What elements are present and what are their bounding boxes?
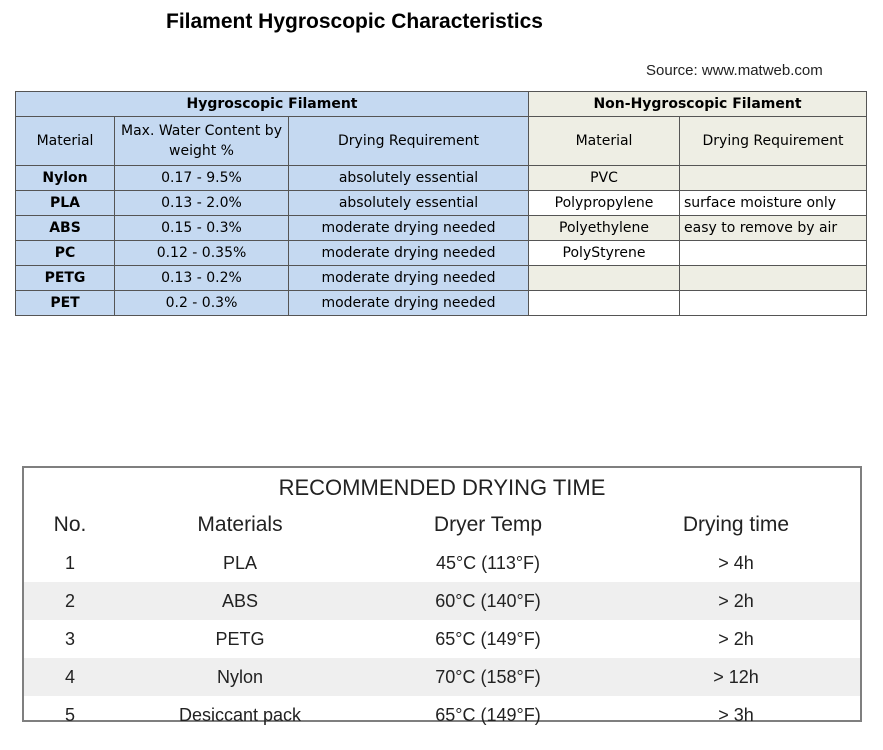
nh-material-cell: PVC — [528, 165, 680, 191]
table-row: PETG 0.13 - 0.2% moderate drying needed — [15, 265, 867, 291]
nh-material-cell: Polyethylene — [528, 215, 680, 241]
column-header-drying: Drying Requirement — [288, 116, 529, 166]
nh-drying-cell — [679, 165, 867, 191]
column-header-dryer-temp: Dryer Temp — [433, 513, 543, 536]
table-row: 3 PETG 65°C (149°F) > 2h — [24, 620, 860, 658]
material-name: PETG — [215, 628, 265, 649]
hygroscopic-table: Hygroscopic Filament Non-Hygroscopic Fil… — [15, 91, 867, 316]
drying-time: > 2h — [612, 582, 860, 620]
table-row: PLA 0.13 - 2.0% absolutely essential Pol… — [15, 190, 867, 216]
material-cell: ABS — [15, 215, 115, 241]
dryer-temp: 45°C (113°F) — [435, 552, 541, 573]
table-row: 2 ABS 60°C (140°F) > 2h — [24, 582, 860, 620]
row-number: 4 — [24, 658, 116, 696]
dryer-temp: 65°C (149°F) — [435, 704, 541, 725]
table-row: 4 Nylon 70°C (158°F) > 12h — [24, 658, 860, 696]
column-header-material: Material — [15, 116, 115, 166]
dryer-temp: 60°C (140°F) — [364, 582, 612, 620]
material-cell: PETG — [15, 265, 115, 291]
drying-time: > 12h — [612, 658, 860, 696]
drying-time-title: RECOMMENDED DRYING TIME — [24, 468, 860, 506]
drying-requirement-cell: moderate drying needed — [288, 215, 529, 241]
water-content-cell: 0.12 - 0.35% — [114, 240, 289, 266]
nh-material-cell — [528, 290, 680, 316]
nh-drying-cell — [679, 265, 867, 291]
drying-time-table: No. Materials Dryer Temp Drying time 1 P… — [24, 506, 860, 734]
material-name: Nylon — [116, 658, 364, 696]
row-number: 1 — [64, 552, 75, 573]
nh-drying-cell — [679, 240, 867, 266]
page-title: Filament Hygroscopic Characteristics — [166, 10, 543, 33]
source-note: Source: www.matweb.com — [646, 62, 823, 79]
row-number: 3 — [64, 628, 75, 649]
material-name: PLA — [222, 552, 258, 573]
column-header-nh-material: Material — [528, 116, 680, 166]
material-name: Desiccant pack — [178, 704, 302, 725]
nh-drying-cell: surface moisture only — [679, 190, 867, 216]
row-number: 5 — [64, 704, 75, 725]
nh-drying-cell — [679, 290, 867, 316]
dryer-temp: 70°C (158°F) — [364, 658, 612, 696]
column-header-max-water: Max. Water Content by weight % — [114, 116, 289, 166]
drying-header-row: No. Materials Dryer Temp Drying time — [24, 506, 860, 544]
nh-drying-cell: easy to remove by air — [679, 215, 867, 241]
column-header-nh-drying: Drying Requirement — [679, 116, 867, 166]
water-content-cell: 0.2 - 0.3% — [114, 290, 289, 316]
material-name: ABS — [116, 582, 364, 620]
drying-requirement-cell: moderate drying needed — [288, 240, 529, 266]
column-header-materials: Materials — [197, 513, 283, 536]
non-hygroscopic-group-label: Non-Hygroscopic Filament — [528, 91, 867, 117]
table-header-row: Material Max. Water Content by weight % … — [15, 116, 867, 166]
table-row: ABS 0.15 - 0.3% moderate drying needed P… — [15, 215, 867, 241]
material-cell: PC — [15, 240, 115, 266]
material-cell: Nylon — [15, 165, 115, 191]
water-content-cell: 0.15 - 0.3% — [114, 215, 289, 241]
nh-material-cell: PolyStyrene — [528, 240, 680, 266]
drying-time: > 3h — [718, 704, 754, 725]
table-row: 1 PLA 45°C (113°F) > 4h — [24, 544, 860, 582]
column-header-no: No. — [53, 513, 87, 536]
table-row: PET 0.2 - 0.3% moderate drying needed — [15, 290, 867, 316]
drying-time-panel: RECOMMENDED DRYING TIME No. Materials Dr… — [22, 466, 862, 725]
drying-time: > 4h — [718, 552, 754, 573]
nh-material-cell: Polypropylene — [528, 190, 680, 216]
hygroscopic-group-label: Hygroscopic Filament — [15, 91, 529, 117]
water-content-cell: 0.13 - 2.0% — [114, 190, 289, 216]
water-content-cell: 0.17 - 9.5% — [114, 165, 289, 191]
nh-material-cell — [528, 265, 680, 291]
water-content-cell: 0.13 - 0.2% — [114, 265, 289, 291]
drying-requirement-cell: absolutely essential — [288, 190, 529, 216]
table-row: Nylon 0.17 - 9.5% absolutely essential P… — [15, 165, 867, 191]
drying-time: > 2h — [718, 628, 754, 649]
drying-requirement-cell: moderate drying needed — [288, 265, 529, 291]
drying-requirement-cell: moderate drying needed — [288, 290, 529, 316]
dryer-temp: 65°C (149°F) — [435, 628, 541, 649]
material-cell: PLA — [15, 190, 115, 216]
row-number: 2 — [24, 582, 116, 620]
material-cell: PET — [15, 290, 115, 316]
drying-requirement-cell: absolutely essential — [288, 165, 529, 191]
table-row: 5 Desiccant pack 65°C (149°F) > 3h — [24, 696, 860, 734]
column-header-drying-time: Drying time — [682, 513, 790, 536]
table-row: PC 0.12 - 0.35% moderate drying needed P… — [15, 240, 867, 266]
table-group-header-row: Hygroscopic Filament Non-Hygroscopic Fil… — [15, 91, 867, 117]
